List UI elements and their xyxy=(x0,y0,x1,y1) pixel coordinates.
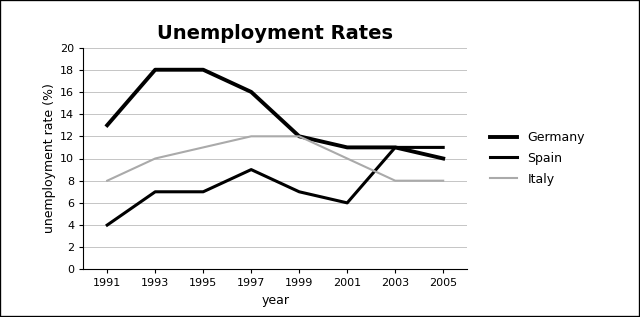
Italy xyxy=(151,157,159,160)
Spain xyxy=(103,223,111,227)
Germany xyxy=(103,123,111,127)
Spain xyxy=(199,190,207,194)
Germany xyxy=(199,68,207,72)
Spain xyxy=(151,190,159,194)
Spain xyxy=(439,146,447,149)
Italy xyxy=(247,134,255,138)
Spain xyxy=(247,168,255,171)
Italy xyxy=(199,146,207,149)
Germany xyxy=(295,134,303,138)
Spain xyxy=(343,201,351,205)
Germany xyxy=(439,157,447,160)
Germany xyxy=(247,90,255,94)
Italy xyxy=(343,157,351,160)
Y-axis label: unemployment rate (%): unemployment rate (%) xyxy=(43,84,56,233)
Italy xyxy=(391,179,399,183)
Germany xyxy=(151,68,159,72)
Italy xyxy=(295,134,303,138)
Spain xyxy=(391,146,399,149)
Italy xyxy=(103,179,111,183)
Line: Spain: Spain xyxy=(107,147,443,225)
Line: Italy: Italy xyxy=(107,136,443,181)
Line: Germany: Germany xyxy=(107,70,443,158)
Germany xyxy=(343,146,351,149)
Title: Unemployment Rates: Unemployment Rates xyxy=(157,24,393,43)
X-axis label: year: year xyxy=(261,294,289,307)
Spain xyxy=(295,190,303,194)
Italy xyxy=(439,179,447,183)
Germany xyxy=(391,146,399,149)
Legend: Germany, Spain, Italy: Germany, Spain, Italy xyxy=(485,126,590,191)
